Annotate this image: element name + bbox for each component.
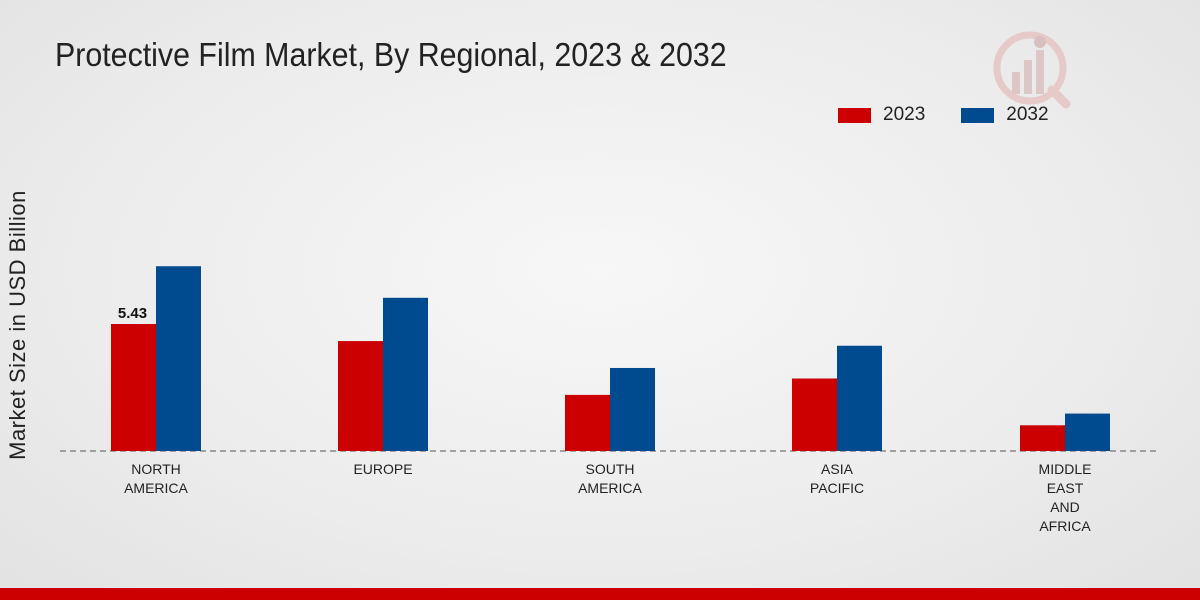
data-label-0: 5.43 bbox=[118, 305, 147, 322]
x-tick-label-3: ASIA PACIFIC bbox=[810, 461, 864, 496]
x-tick-label-2: SOUTH AMERICA bbox=[578, 461, 642, 496]
bar-2023-3 bbox=[792, 378, 837, 451]
legend-swatch-2023 bbox=[838, 107, 871, 123]
x-tick-label-4: MIDDLE EAST AND AFRICA bbox=[1039, 461, 1092, 534]
bar-2032-4 bbox=[1065, 413, 1110, 451]
legend: 2023 2032 bbox=[838, 104, 1085, 126]
bar-2032-3 bbox=[837, 345, 882, 451]
bar-2032-1 bbox=[383, 297, 428, 451]
chart-title: Protective Film Market, By Regional, 202… bbox=[55, 36, 727, 73]
x-tick-label-1: EUROPE bbox=[353, 461, 412, 477]
bar-2032-0 bbox=[156, 266, 201, 451]
bar-2023-0 bbox=[111, 323, 156, 451]
legend-label-2023: 2023 bbox=[883, 104, 926, 125]
bar-2023-2 bbox=[565, 394, 610, 451]
legend-item-2023: 2023 bbox=[838, 104, 925, 126]
bottom-accent-bar bbox=[0, 588, 1200, 600]
bar-2023-1 bbox=[338, 341, 383, 451]
bar-2032-2 bbox=[610, 367, 655, 451]
logo-watermark-icon bbox=[990, 30, 1075, 120]
legend-label-2032: 2032 bbox=[1006, 104, 1049, 125]
bar-2023-4 bbox=[1020, 425, 1065, 451]
x-tick-label-0: NORTH AMERICA bbox=[124, 461, 188, 496]
legend-swatch-2032 bbox=[961, 107, 995, 123]
legend-item-2032: 2032 bbox=[961, 104, 1049, 126]
